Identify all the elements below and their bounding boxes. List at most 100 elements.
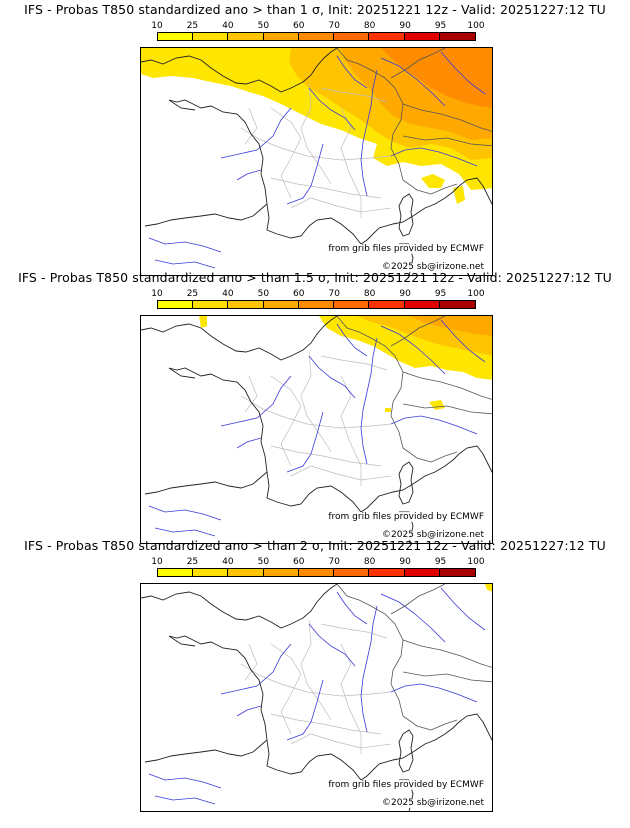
river: [220, 375, 292, 427]
country-border: [336, 316, 432, 463]
colorbar-swatch: [404, 33, 440, 40]
river: [308, 87, 356, 131]
probability-map: from grib files provided by ECMWF ©2025 s…: [140, 583, 493, 812]
colorbar-tick-label: 50: [257, 21, 270, 31]
colorbar: [157, 32, 476, 41]
region-boundary: [290, 197, 392, 213]
coastline: [141, 48, 338, 93]
colorbar-labels: 10 25 40 50 60 70 80 90 95 100: [151, 21, 484, 32]
river: [336, 55, 368, 89]
region-boundary: [240, 663, 392, 697]
river: [220, 107, 292, 159]
map-panel: IFS - Probas T850 standardized ano > tha…: [0, 268, 630, 544]
river: [380, 593, 446, 643]
colorbar-swatch: [404, 301, 440, 308]
colorbar-tick-label: 40: [222, 557, 234, 567]
colorbar-tick-label: 90: [399, 557, 411, 567]
river: [380, 57, 446, 107]
country-border: [336, 48, 432, 195]
river: [154, 795, 216, 805]
region-boundary: [270, 643, 302, 735]
panel-title: IFS - Probas T850 standardized ano > tha…: [18, 270, 612, 285]
region-boundary: [244, 107, 258, 145]
colorbar-tick-label: 70: [328, 21, 340, 31]
coastline: [458, 445, 492, 474]
colorbar-swatch: [298, 301, 335, 308]
colorbar-swatch: [369, 301, 405, 308]
probability-area: [385, 408, 391, 412]
colorbar-tick-label: 95: [434, 557, 447, 567]
colorbar-swatch: [439, 33, 475, 40]
copyright-credit: ©2025 sb@irizone.net: [380, 798, 486, 808]
country-border: [402, 403, 492, 415]
river: [336, 323, 368, 357]
river: [308, 623, 356, 667]
colorbar-swatch: [193, 33, 229, 40]
region-boundary: [270, 177, 382, 199]
region-boundary: [340, 643, 362, 754]
river: [286, 679, 324, 741]
river: [308, 355, 356, 399]
region-boundary: [244, 375, 258, 413]
colorbar-swatch: [263, 33, 299, 40]
river: [236, 437, 262, 449]
river: [236, 169, 262, 181]
river: [380, 325, 446, 375]
colorbar-swatch: [439, 301, 475, 308]
colorbar-swatch: [158, 569, 194, 576]
coastline: [168, 635, 196, 647]
country-border: [430, 719, 458, 731]
colorbar-tick-label: 10: [151, 289, 163, 299]
colorbar: [157, 300, 476, 309]
river: [360, 605, 378, 733]
river: [148, 237, 222, 253]
colorbar-tick-label: 25: [186, 21, 199, 31]
colorbar-swatch: [228, 301, 264, 308]
colorbar-tick-label: 50: [257, 289, 270, 299]
colorbar-tick-label: 70: [328, 557, 340, 567]
country-border: [402, 639, 492, 668]
colorbar-tick-label: 40: [222, 289, 234, 299]
colorbar-tick-label: 80: [363, 21, 376, 31]
region-boundary: [270, 375, 302, 467]
region-boundary: [244, 643, 258, 681]
coastline: [398, 193, 414, 237]
colorbar-tick-label: 100: [467, 557, 485, 567]
map-panel: IFS - Probas T850 standardized ano > tha…: [0, 536, 630, 812]
coastline: [458, 177, 492, 206]
river: [220, 643, 292, 695]
river: [390, 147, 478, 167]
region-boundary: [270, 445, 382, 467]
colorbar-tick-label: 60: [293, 289, 305, 299]
colorbar-swatch: [334, 569, 370, 576]
region-boundary: [300, 83, 332, 185]
colorbar-tick-label: 40: [222, 21, 234, 31]
probability-area: [421, 174, 445, 188]
colorbar-swatch: [193, 301, 229, 308]
colorbar-swatch: [158, 33, 194, 40]
colorbar-swatch: [263, 569, 299, 576]
colorbar-swatch: [334, 33, 370, 40]
country-border: [430, 451, 458, 463]
colorbar-swatch: [334, 301, 370, 308]
colorbar-tick-label: 95: [434, 289, 447, 299]
country-border: [390, 48, 446, 79]
colorbar-swatch: [439, 569, 475, 576]
colorbar-swatch: [298, 33, 335, 40]
colorbar-tick-label: 90: [399, 289, 411, 299]
coastline: [168, 99, 196, 111]
coastline: [398, 461, 414, 505]
river: [360, 337, 378, 465]
country-border: [390, 584, 446, 615]
country-border: [402, 103, 492, 132]
river: [286, 411, 324, 473]
coastline: [141, 316, 338, 361]
coastline: [141, 584, 338, 629]
colorbar-tick-label: 25: [186, 289, 199, 299]
copyright-credit: ©2025 sb@irizone.net: [380, 530, 486, 540]
probability-area: [381, 48, 492, 108]
colorbar-swatch: [158, 301, 194, 308]
colorbar-tick-label: 100: [467, 289, 485, 299]
river: [148, 773, 222, 789]
river: [154, 259, 216, 269]
